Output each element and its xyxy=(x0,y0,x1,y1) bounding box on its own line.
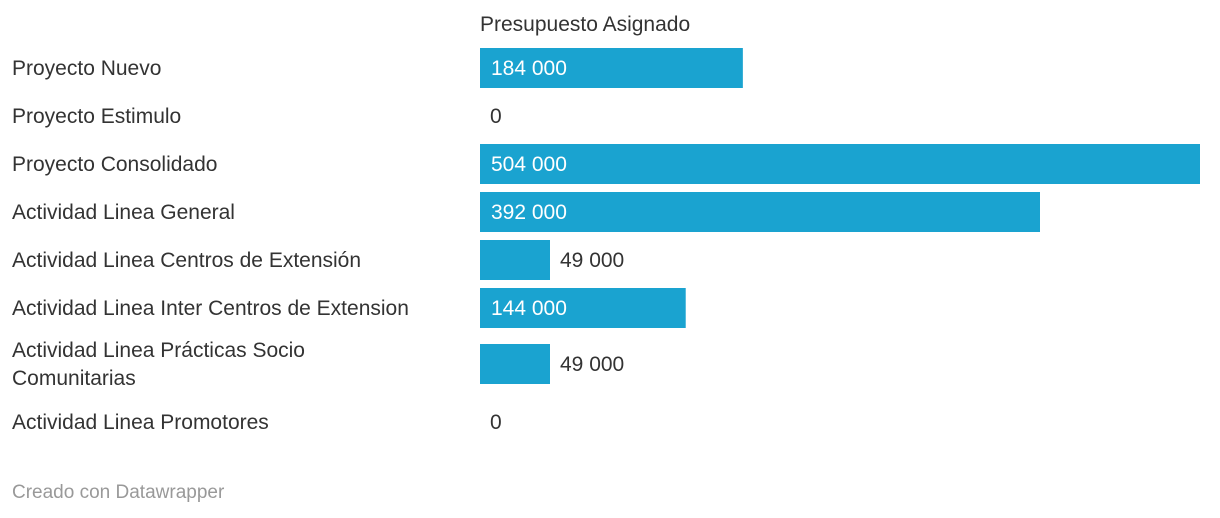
category-label: Actividad Linea Centros de Extensión xyxy=(12,249,361,272)
category-label: Proyecto Estimulo xyxy=(12,105,181,128)
value-label: 49 000 xyxy=(560,249,624,272)
bar xyxy=(480,240,550,280)
value-label: 0 xyxy=(490,105,502,128)
column-header: Presupuesto Asignado xyxy=(480,13,690,36)
bar xyxy=(480,144,1200,184)
category-label: Actividad Linea General xyxy=(12,201,235,224)
value-label: 184 000 xyxy=(491,57,567,80)
bar-chart: Presupuesto Asignado Proyecto Nuevo 184 00… xyxy=(12,13,1200,434)
value-label: 49 000 xyxy=(560,353,624,376)
bar xyxy=(480,344,550,384)
value-label: 392 000 xyxy=(491,201,567,224)
category-label: Actividad Linea Inter Centros de Extensi… xyxy=(12,297,409,320)
category-label: Proyecto Nuevo xyxy=(12,57,161,80)
value-label: 144 000 xyxy=(491,297,567,320)
bar xyxy=(480,192,1040,232)
category-label: Actividad Linea Prácticas Socio Comunitar… xyxy=(12,339,305,390)
category-label: Actividad Linea Promotores xyxy=(12,411,269,434)
credit-footer: Creado con Datawrapper xyxy=(12,482,225,503)
category-label: Proyecto Consolidado xyxy=(12,153,217,176)
bar xyxy=(480,288,686,328)
value-label: 0 xyxy=(490,411,502,434)
value-label: 504 000 xyxy=(491,153,567,176)
bar xyxy=(480,48,743,88)
